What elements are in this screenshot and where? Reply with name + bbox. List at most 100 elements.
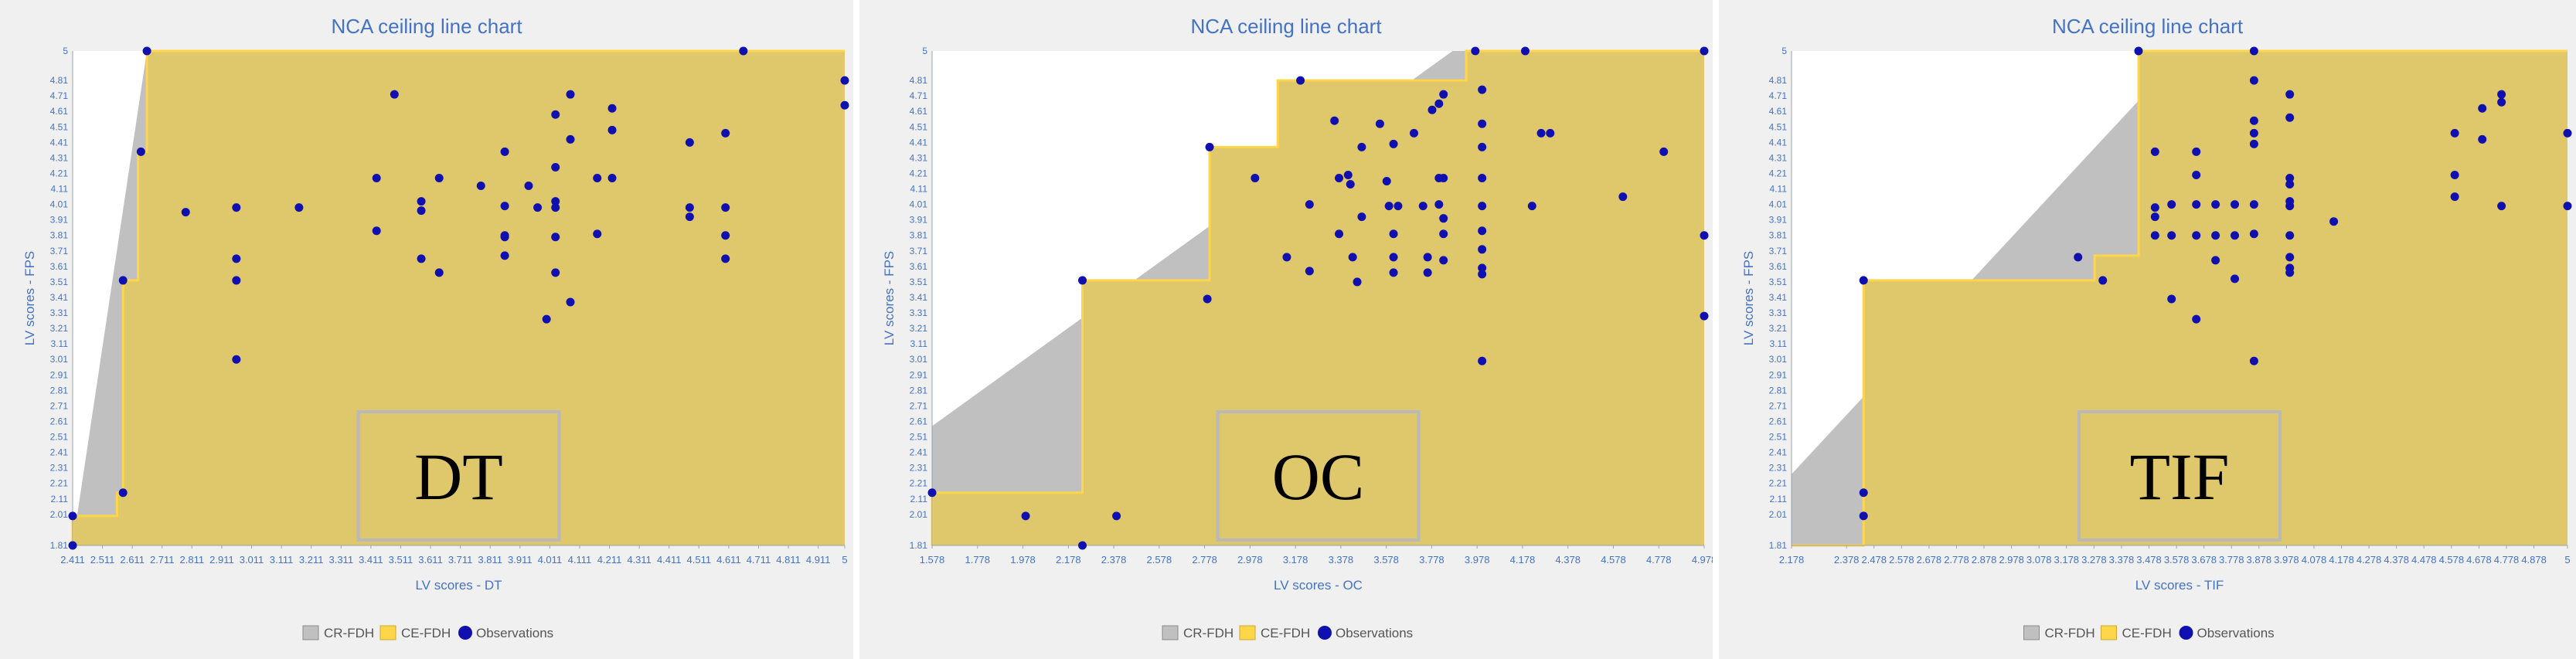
observation-point — [1205, 142, 1214, 151]
x-tick-label: 4.411 — [657, 554, 682, 566]
y-tick-label: 3.31 — [910, 307, 928, 318]
y-tick-label: 3.61 — [910, 261, 928, 272]
observation-point — [1357, 212, 1366, 222]
legend-swatch-observations — [458, 626, 472, 640]
observation-point — [1618, 192, 1628, 202]
chart-dt: NCA ceiling line chart 1.81 2.01 2.11 2.21 2.… — [22, 15, 849, 640]
y-axis-label: LV scores - FPS — [882, 251, 897, 346]
observation-point — [1382, 177, 1391, 186]
y-tick-label: 3.81 — [1769, 230, 1788, 241]
observation-point — [1439, 174, 1448, 183]
observation-point — [500, 251, 509, 260]
observation-point — [1527, 202, 1536, 211]
observation-point — [927, 488, 937, 498]
y-tick-label: 4.81 — [50, 75, 69, 86]
y-tick-label: 2.11 — [910, 494, 928, 504]
observation-point — [2450, 171, 2459, 180]
observation-point — [1330, 116, 1339, 125]
y-tick-label: 4.11 — [1770, 184, 1788, 195]
observation-point — [566, 297, 575, 307]
y-axis-label: LV scores - FPS — [1741, 251, 1756, 346]
x-tick-label: 4.611 — [716, 554, 741, 566]
legend-label-observations: Observations — [1336, 626, 1413, 640]
observation-point — [593, 174, 602, 183]
observation-point — [1389, 229, 1398, 239]
legend-swatch-ce-fdh — [2101, 625, 2117, 640]
y-tick-label: 2.11 — [1770, 494, 1788, 504]
y-tick-label: 2.51 — [50, 432, 69, 443]
observation-point — [232, 355, 241, 364]
y-tick-label: 2.41 — [1769, 447, 1788, 458]
x-tick-label: 3.378 — [2109, 554, 2135, 566]
x-tick-label: 4.778 — [2494, 554, 2520, 566]
observation-point — [551, 197, 560, 206]
observation-point — [2285, 174, 2295, 183]
observation-point — [685, 212, 694, 222]
y-tick-label: 2.41 — [50, 447, 69, 458]
observation-point — [721, 231, 730, 240]
observation-point — [68, 541, 77, 550]
x-tick-label: 3.811 — [478, 554, 502, 566]
observation-point — [2329, 217, 2339, 226]
x-tick-label: 2.578 — [1889, 554, 1914, 566]
y-tick-label: 4.31 — [50, 152, 69, 163]
y-tick-label: 4.81 — [1769, 75, 1788, 86]
x-tick-label: 2.978 — [1237, 554, 1263, 566]
observation-point — [118, 276, 128, 285]
observation-point — [721, 128, 730, 138]
observation-point — [533, 203, 543, 212]
observation-point — [2231, 274, 2240, 284]
observation-point — [2249, 76, 2258, 85]
x-tick-label: 2.178 — [1779, 554, 1805, 566]
y-tick-label: 3.81 — [50, 230, 69, 241]
y-tick-label: 3.91 — [50, 215, 69, 226]
observation-point — [1439, 256, 1448, 265]
x-tick-label: 2.378 — [1101, 554, 1127, 566]
y-tick-label: 4.41 — [910, 137, 928, 148]
legend-label-cr-fdh: CR-FDH — [2045, 626, 2095, 640]
observation-point — [685, 203, 694, 212]
legend-label-ce-fdh: CE-FDH — [2122, 626, 2172, 640]
observation-point — [2497, 97, 2506, 107]
observation-point — [1423, 253, 1432, 262]
chart-title: NCA ceiling line chart — [2052, 15, 2244, 38]
y-tick-label: 2.91 — [1769, 369, 1788, 380]
observation-point — [551, 203, 560, 212]
observation-point — [2285, 231, 2295, 240]
x-tick-label: 2.778 — [1944, 554, 1969, 566]
x-tick-label: 2.578 — [1147, 554, 1172, 566]
observation-point — [2192, 200, 2201, 209]
x-tick-label: 2.778 — [1192, 554, 1217, 566]
observation-point — [1335, 229, 1344, 239]
observation-point — [1434, 200, 1444, 209]
observation-point — [1434, 99, 1444, 108]
x-tick-label: 4.578 — [1601, 554, 1626, 566]
x-tick-label: 3.278 — [2081, 554, 2107, 566]
observation-point — [2497, 90, 2506, 99]
observation-point — [417, 197, 426, 206]
observation-point — [390, 90, 399, 99]
observation-point — [2167, 294, 2176, 304]
chart-panel-dt: NCA ceiling line chart 1.81 2.01 2.11 2.21 2.… — [0, 0, 853, 659]
x-tick-label: 2.978 — [1999, 554, 2024, 566]
observation-point — [2249, 139, 2258, 148]
chart-tif: NCA ceiling line chart 1.81 2.01 2.11 2.21 2.… — [1741, 15, 2572, 640]
observation-point — [2249, 116, 2258, 125]
observation-point — [1078, 541, 1087, 550]
y-tick-label: 3.21 — [1769, 323, 1788, 334]
y-tick-label: 2.21 — [50, 478, 69, 489]
observation-point — [2249, 128, 2258, 138]
x-tick-label: 3.378 — [1329, 554, 1354, 566]
observation-point — [2150, 212, 2159, 222]
x-tick-label: 1.778 — [965, 554, 990, 566]
legend-swatch-observations — [1318, 626, 1332, 640]
observation-point — [2285, 180, 2295, 189]
y-tick-label: 3.41 — [1769, 292, 1788, 303]
y-tick-label: 4.21 — [1769, 168, 1788, 178]
x-tick-label: 2.711 — [150, 554, 175, 566]
legend-swatch-observations — [2179, 626, 2193, 640]
observation-point — [2134, 46, 2143, 56]
x-tick-label: 4.378 — [2384, 554, 2409, 566]
legend-label-cr-fdh: CR-FDH — [1183, 626, 1234, 640]
observation-point — [1546, 128, 1555, 138]
